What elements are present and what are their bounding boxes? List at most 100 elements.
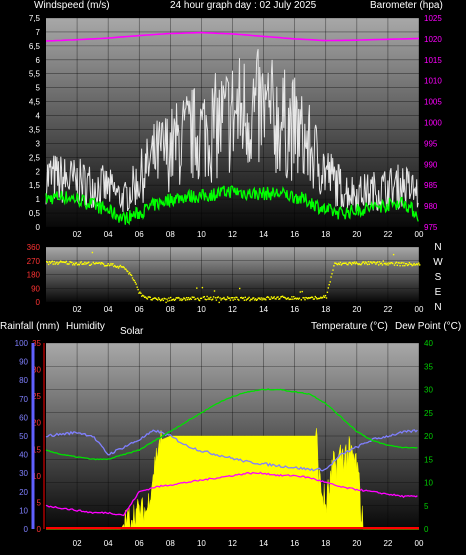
direction-point [103, 265, 106, 267]
direction-point [220, 299, 222, 301]
rainfall-tick-label: 20 [32, 419, 41, 428]
direction-point [413, 262, 415, 265]
direction-point [402, 265, 404, 267]
temperature-tick-label: 35 [424, 362, 433, 371]
direction-point [160, 299, 163, 301]
x-tick-label: 14 [259, 305, 268, 314]
direction-point [64, 261, 67, 264]
x-tick-label: 06 [135, 305, 144, 314]
temperature-line [45, 388, 418, 461]
baro-tick-label: 990 [424, 160, 438, 169]
direction-point [189, 297, 191, 299]
direction-point [361, 262, 363, 265]
direction-point [181, 299, 183, 302]
direction-point [143, 296, 146, 298]
direction-point [151, 299, 153, 301]
direction-point [49, 262, 52, 264]
direction-point [419, 264, 421, 266]
direction-point [306, 297, 308, 299]
direction-point [196, 287, 198, 289]
direction-point [355, 261, 357, 263]
direction-point [253, 299, 256, 301]
direction-point [159, 299, 162, 302]
direction-point [213, 290, 216, 292]
direction-point [58, 262, 60, 264]
direction-point [298, 297, 301, 299]
x-tick-label: 22 [383, 230, 392, 239]
direction-tick-label: 180 [27, 271, 41, 280]
direction-point [341, 263, 343, 265]
direction-point [122, 266, 124, 268]
direction-point [281, 295, 283, 298]
direction-point [386, 262, 388, 264]
direction-point [379, 263, 382, 265]
direction-point [315, 297, 317, 299]
x-tick-label: 20 [352, 230, 361, 239]
direction-point [392, 262, 394, 265]
direction-point [188, 298, 191, 301]
humidity-tick-label: 90 [19, 358, 28, 367]
direction-point [215, 299, 218, 301]
compass-label: W [433, 257, 443, 268]
direction-point [149, 296, 151, 298]
direction-point [157, 299, 159, 301]
direction-point [326, 291, 329, 293]
direction-point [108, 264, 110, 267]
direction-point [161, 298, 163, 300]
direction-point [227, 297, 230, 299]
direction-point [405, 263, 408, 265]
direction-point [382, 260, 384, 262]
direction-point [295, 298, 298, 300]
direction-point [171, 299, 173, 301]
direction-point [144, 296, 147, 298]
direction-point [90, 263, 93, 265]
direction-point [198, 299, 200, 301]
direction-point [184, 299, 187, 301]
direction-series [46, 251, 421, 304]
direction-point [339, 261, 342, 264]
direction-point [322, 296, 324, 299]
direction-point [260, 297, 262, 299]
direction-point [323, 295, 325, 297]
direction-point [73, 262, 75, 265]
direction-point [365, 262, 368, 264]
direction-point [312, 298, 315, 300]
direction-point [248, 296, 250, 299]
wind-axis-title: Windspeed (m/s) [34, 0, 110, 11]
x-tick-label: 08 [166, 539, 175, 548]
direction-point [328, 284, 330, 286]
direction-point [389, 263, 391, 265]
direction-point [110, 262, 112, 265]
direction-point [290, 298, 292, 300]
baro-tick-label: 995 [424, 139, 438, 148]
direction-point [132, 279, 135, 281]
humidity-tick-label: 70 [19, 395, 28, 404]
baro-tick-label: 985 [424, 181, 438, 190]
direction-point [258, 297, 260, 299]
direction-point [57, 263, 59, 265]
direction-point [81, 263, 83, 265]
direction-point [392, 253, 395, 256]
temperature-tick-label: 10 [424, 479, 433, 488]
direction-point [321, 297, 323, 299]
direction-point [170, 296, 172, 299]
direction-point [324, 294, 327, 297]
direction-point [411, 264, 413, 267]
direction-point [92, 261, 94, 264]
direction-point [244, 296, 246, 298]
direction-point [397, 262, 399, 264]
direction-point [271, 297, 274, 300]
direction-point [332, 269, 334, 271]
direction-point [331, 273, 333, 275]
direction-point [70, 261, 72, 263]
x-tick-label: 10 [197, 305, 206, 314]
direction-point [148, 296, 150, 298]
wind-tick-label: 4,5 [29, 98, 41, 107]
direction-point [134, 281, 136, 284]
direction-point [396, 264, 398, 266]
direction-point [69, 261, 71, 263]
direction-point [128, 273, 130, 275]
direction-point [114, 264, 116, 267]
direction-point [158, 298, 161, 300]
direction-point [299, 291, 301, 293]
